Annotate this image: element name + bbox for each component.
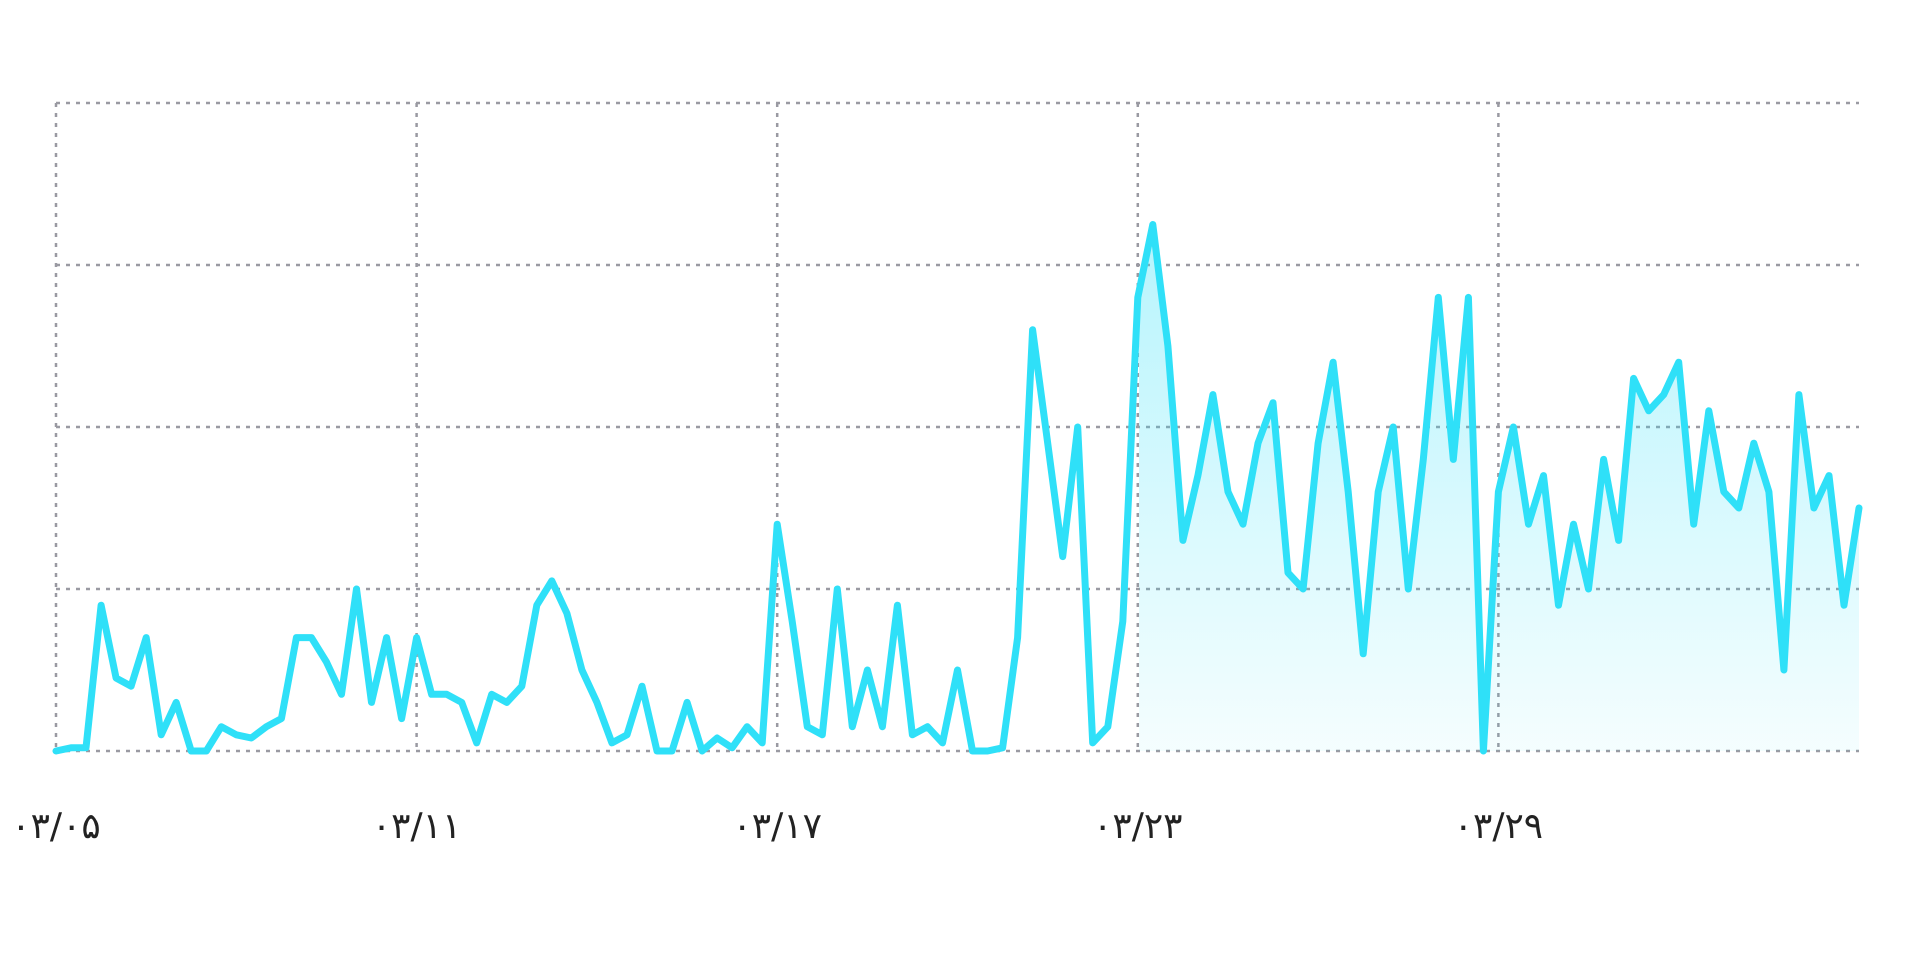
x-tick-label: ۰۳/۱۷ xyxy=(732,806,821,847)
x-tick-label: ۰۳/۲۳ xyxy=(1093,806,1182,847)
x-tick-label: ۰۳/۱۱ xyxy=(372,806,461,847)
x-tick-label: ۰۳/۲۹ xyxy=(1454,806,1543,847)
x-tick-label: ۰۳/۰۵ xyxy=(11,806,100,847)
area-fill xyxy=(1139,224,1859,751)
line xyxy=(52,221,1863,755)
